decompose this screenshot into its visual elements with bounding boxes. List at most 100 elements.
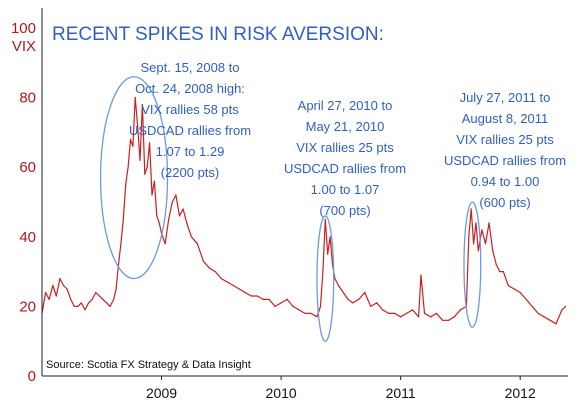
y-tick-label: 40 bbox=[19, 229, 36, 246]
annotation-line: USDCAD rallies from bbox=[284, 161, 406, 176]
data-point bbox=[70, 298, 72, 300]
annotation-2010: April 27, 2010 to May 21, 2010 VIX rallies… bbox=[284, 98, 406, 218]
highlight-ellipse-2011 bbox=[463, 201, 482, 328]
data-point bbox=[473, 243, 475, 245]
data-point bbox=[168, 218, 170, 220]
data-point bbox=[376, 302, 378, 304]
annotation-line: April 27, 2010 to bbox=[298, 98, 393, 113]
plot-area bbox=[42, 8, 568, 376]
data-point bbox=[274, 305, 276, 307]
data-point bbox=[475, 222, 477, 224]
data-point bbox=[106, 302, 108, 304]
data-point bbox=[52, 284, 54, 287]
annotation-line: Oct. 24, 2008 high: bbox=[135, 81, 245, 96]
data-point bbox=[45, 291, 47, 294]
data-point bbox=[113, 298, 115, 300]
data-point bbox=[186, 222, 188, 224]
data-point bbox=[324, 218, 326, 220]
data-point bbox=[502, 271, 504, 273]
data-point bbox=[280, 302, 282, 304]
data-point bbox=[226, 281, 228, 283]
data-point bbox=[420, 274, 422, 276]
data-point bbox=[435, 312, 438, 314]
data-point bbox=[202, 260, 204, 262]
data-point bbox=[537, 312, 539, 314]
data-point bbox=[531, 305, 533, 307]
data-point bbox=[477, 250, 479, 252]
data-point bbox=[182, 208, 184, 210]
data-point bbox=[102, 298, 104, 300]
data-point bbox=[334, 278, 336, 280]
y-tick-label: 0 bbox=[28, 368, 36, 385]
annotation-line: Sept. 15, 2008 to bbox=[140, 60, 239, 75]
data-point bbox=[441, 319, 444, 321]
data-point bbox=[120, 243, 122, 245]
y-axis-label: VIX bbox=[12, 38, 36, 55]
data-point bbox=[499, 271, 501, 273]
annotation-2008: Sept. 15, 2008 to Oct. 24, 2008 high: VIX … bbox=[129, 60, 251, 180]
data-point bbox=[158, 222, 160, 224]
data-point bbox=[84, 309, 86, 311]
data-point bbox=[352, 302, 354, 304]
data-point bbox=[292, 305, 294, 307]
data-point bbox=[48, 298, 50, 300]
annotation-line: (2200 pts) bbox=[161, 165, 220, 180]
data-point bbox=[304, 312, 306, 314]
data-point bbox=[73, 305, 75, 307]
data-point bbox=[470, 208, 472, 210]
data-point bbox=[525, 298, 527, 300]
data-point bbox=[262, 298, 264, 300]
data-point bbox=[327, 253, 329, 255]
annotation-2011: July 27, 2011 to August 8, 2011 VIX rallie… bbox=[444, 90, 566, 210]
data-point bbox=[561, 309, 563, 311]
annotation-line: 1.00 to 1.07 bbox=[311, 182, 380, 197]
data-point bbox=[322, 271, 324, 273]
data-point bbox=[95, 291, 97, 294]
data-point bbox=[447, 319, 450, 321]
annotation-line: August 8, 2011 bbox=[462, 111, 549, 126]
data-point bbox=[481, 229, 483, 231]
data-point bbox=[232, 284, 234, 287]
data-point bbox=[412, 309, 414, 311]
data-point bbox=[250, 295, 252, 297]
data-point bbox=[459, 309, 461, 311]
data-point bbox=[55, 295, 57, 297]
data-point bbox=[164, 243, 166, 245]
data-point bbox=[394, 312, 396, 314]
data-point bbox=[156, 215, 158, 217]
data-point bbox=[453, 316, 455, 318]
data-point bbox=[316, 316, 318, 318]
highlight-ellipse-2008 bbox=[99, 76, 169, 280]
data-point bbox=[88, 302, 90, 304]
data-point bbox=[513, 288, 515, 290]
data-point bbox=[190, 236, 192, 238]
data-point bbox=[129, 138, 132, 140]
data-point bbox=[519, 291, 521, 294]
data-point bbox=[220, 278, 222, 280]
data-point bbox=[418, 316, 420, 318]
annotation-line: USDCAD rallies from bbox=[444, 153, 566, 168]
x-tick-label: 2010 bbox=[266, 385, 297, 401]
data-point bbox=[268, 298, 270, 300]
y-tick-label: 20 bbox=[19, 298, 36, 315]
data-point bbox=[132, 145, 134, 147]
data-point bbox=[329, 236, 331, 238]
data-point bbox=[382, 309, 384, 311]
annotation-line: 0.94 to 1.00 bbox=[471, 174, 540, 189]
data-point bbox=[331, 264, 334, 266]
data-point bbox=[565, 305, 567, 307]
data-point bbox=[423, 312, 426, 314]
data-point bbox=[127, 166, 129, 168]
data-point bbox=[507, 284, 509, 287]
data-point bbox=[117, 264, 120, 266]
data-point bbox=[153, 180, 155, 182]
annotation-line: 1.07 to 1.29 bbox=[156, 144, 225, 159]
data-point bbox=[196, 243, 198, 245]
data-point bbox=[364, 291, 366, 294]
data-point bbox=[488, 222, 490, 224]
x-tick-label: 2009 bbox=[146, 385, 177, 401]
data-point bbox=[337, 284, 340, 287]
data-point bbox=[122, 218, 124, 220]
data-point bbox=[175, 194, 177, 196]
